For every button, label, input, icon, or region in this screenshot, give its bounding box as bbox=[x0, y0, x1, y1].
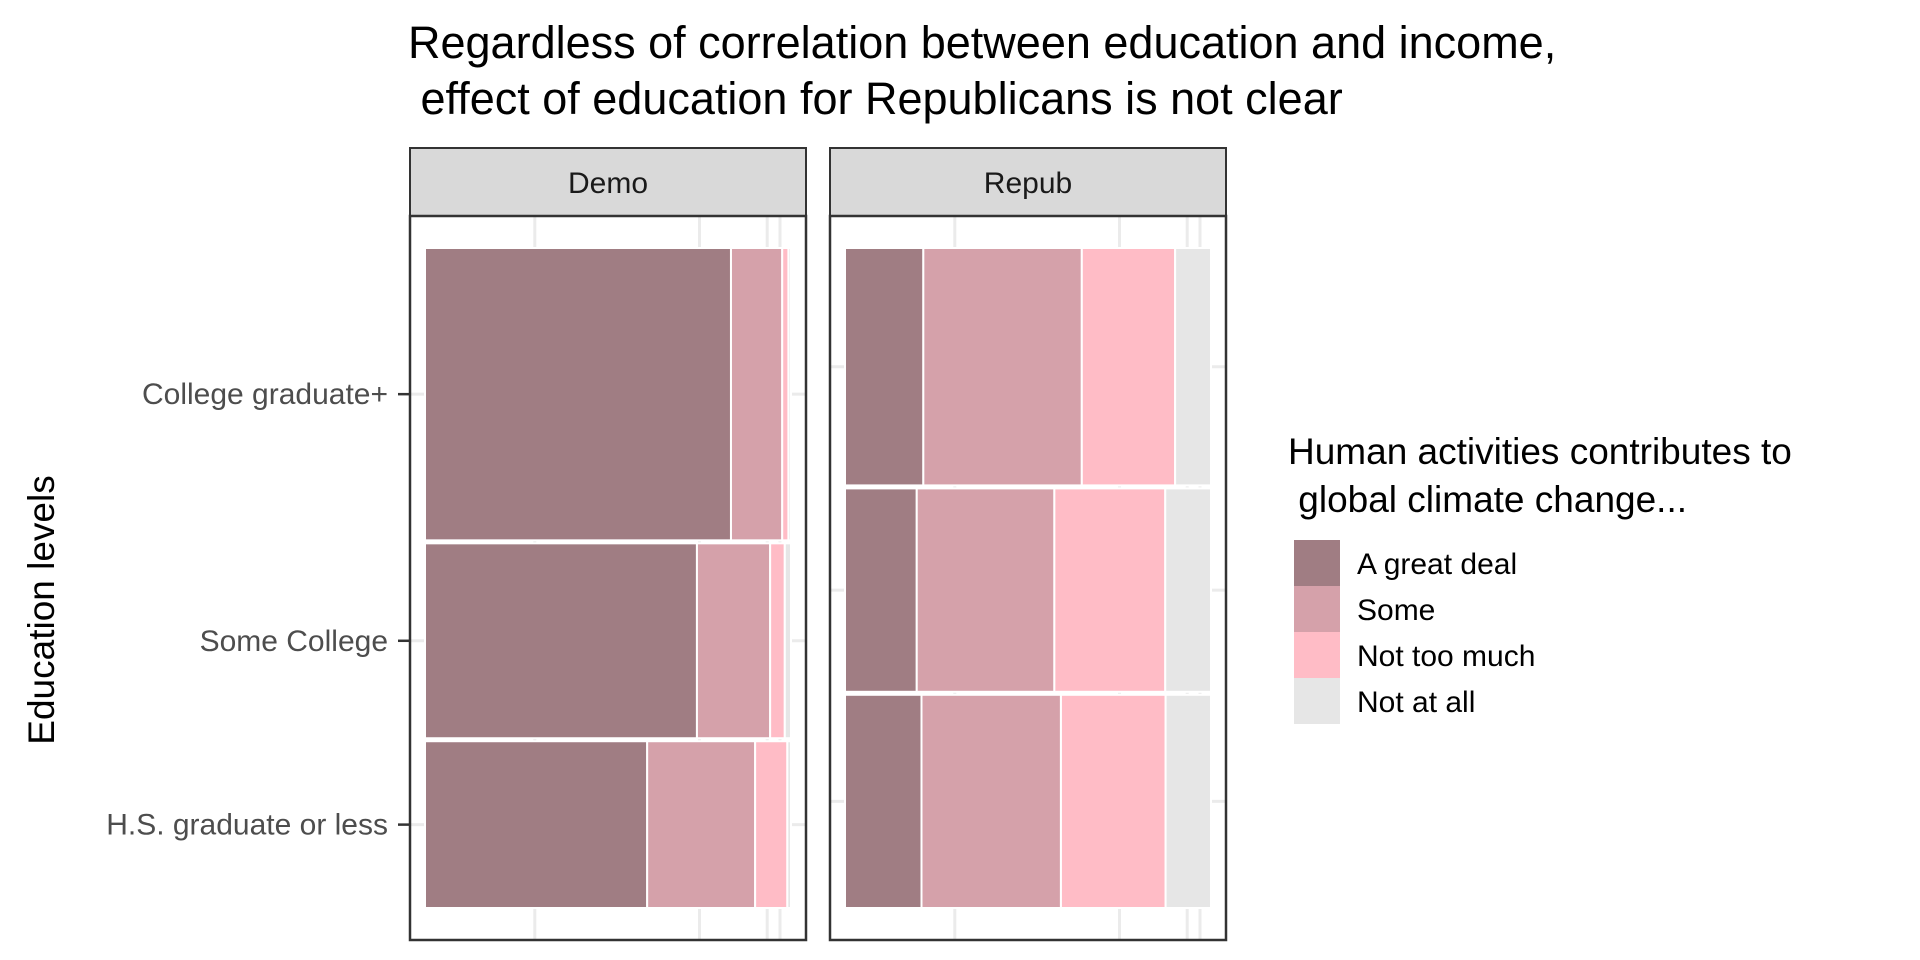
legend-title-line-1: Human activities contributes to bbox=[1288, 431, 1792, 472]
panel-border bbox=[828, 214, 1228, 942]
legend-key-not-too-much bbox=[1294, 632, 1340, 678]
legend-label-not-too-much: Not too much bbox=[1357, 640, 1535, 673]
mosaic-tile-demo-h-s-graduate-or-less-not-too-much bbox=[754, 740, 789, 909]
legend-label-some: Some bbox=[1357, 594, 1435, 627]
y-tick-label-h-s-graduate-or-less: H.S. graduate or less bbox=[106, 809, 388, 842]
facet-strip-demo bbox=[409, 147, 807, 217]
legend-item-some: Some bbox=[1294, 586, 1435, 632]
legend-item-not-too-much: Not too much bbox=[1294, 632, 1535, 678]
legend-key-some bbox=[1294, 586, 1340, 632]
mosaic-tile-repub-college-graduate-not-at-all bbox=[1174, 247, 1212, 487]
legend-label-not-at-all: Not at all bbox=[1357, 686, 1475, 719]
panel-border bbox=[408, 214, 808, 942]
legend-key-a-great-deal bbox=[1294, 540, 1340, 586]
legend-items: A great deal Some Not too much Not at all bbox=[1294, 540, 1535, 724]
mosaic-tile-demo-h-s-graduate-or-less-not-at-all bbox=[786, 740, 793, 909]
legend-label-a-great-deal: A great deal bbox=[1357, 548, 1517, 581]
facet-label-repub: Repub bbox=[984, 167, 1072, 200]
chart-title-line-1: Regardless of correlation between educat… bbox=[408, 17, 1556, 68]
mosaic-tile-demo-h-s-graduate-or-less-a-great-deal bbox=[424, 740, 649, 909]
panel-repub: Repub bbox=[828, 147, 1228, 942]
chart-title: Regardless of correlation between educat… bbox=[408, 17, 1556, 124]
chart-title-line-2: effect of education for Republicans is n… bbox=[408, 73, 1343, 124]
panel-demo: Demo bbox=[408, 147, 808, 942]
legend: Human activities contributes to global c… bbox=[1288, 431, 1792, 724]
mosaic-tile-demo-college-graduate-some bbox=[729, 247, 784, 542]
mosaic-tile-repub-college-graduate-a-great-deal bbox=[844, 247, 925, 487]
mosaic-tile-repub-college-graduate-not-too-much bbox=[1080, 247, 1177, 487]
mosaic-tile-repub-some-college-a-great-deal bbox=[844, 487, 918, 693]
mosaic-tile-repub-some-college-some bbox=[915, 487, 1056, 693]
facet-panels: Demo Repub bbox=[408, 147, 1228, 942]
mosaic-tile-demo-college-graduate-a-great-deal bbox=[424, 247, 732, 542]
mosaic-tile-repub-h-s-graduate-or-less-a-great-deal bbox=[844, 693, 923, 910]
facet-label-demo: Demo bbox=[568, 167, 648, 200]
mosaic-tile-repub-some-college-not-at-all bbox=[1164, 487, 1212, 693]
mosaic-tile-repub-college-graduate-some bbox=[922, 247, 1083, 487]
mosaic-tile-repub-h-s-graduate-or-less-some bbox=[920, 693, 1062, 910]
y-axis-title: Education levels bbox=[21, 475, 62, 744]
y-tick-label-college-graduate: College graduate+ bbox=[142, 378, 388, 411]
mosaic-tile-repub-some-college-not-too-much bbox=[1053, 487, 1167, 693]
legend-title-line-2: global climate change... bbox=[1288, 479, 1687, 520]
legend-item-not-at-all: Not at all bbox=[1294, 678, 1475, 724]
legend-key-not-at-all bbox=[1294, 678, 1340, 724]
y-tick-label-some-college: Some College bbox=[200, 625, 388, 658]
mosaic-tile-repub-h-s-graduate-or-less-not-too-much bbox=[1059, 693, 1167, 910]
legend-item-a-great-deal: A great deal bbox=[1294, 540, 1517, 586]
mosaic-tile-demo-some-college-a-great-deal bbox=[424, 542, 698, 740]
y-axis: H.S. graduate or less Some College College… bbox=[106, 378, 410, 842]
mosaic-tile-demo-some-college-not-too-much bbox=[769, 542, 786, 740]
mosaic-tile-demo-some-college-not-at-all bbox=[783, 542, 793, 740]
mosaic-tile-demo-college-graduate-not-at-all bbox=[787, 247, 792, 542]
mosaic-tile-demo-h-s-graduate-or-less-some bbox=[646, 740, 757, 909]
mosaic-tile-demo-some-college-some bbox=[695, 542, 772, 740]
mosaic-tile-repub-h-s-graduate-or-less-not-at-all bbox=[1164, 693, 1212, 910]
